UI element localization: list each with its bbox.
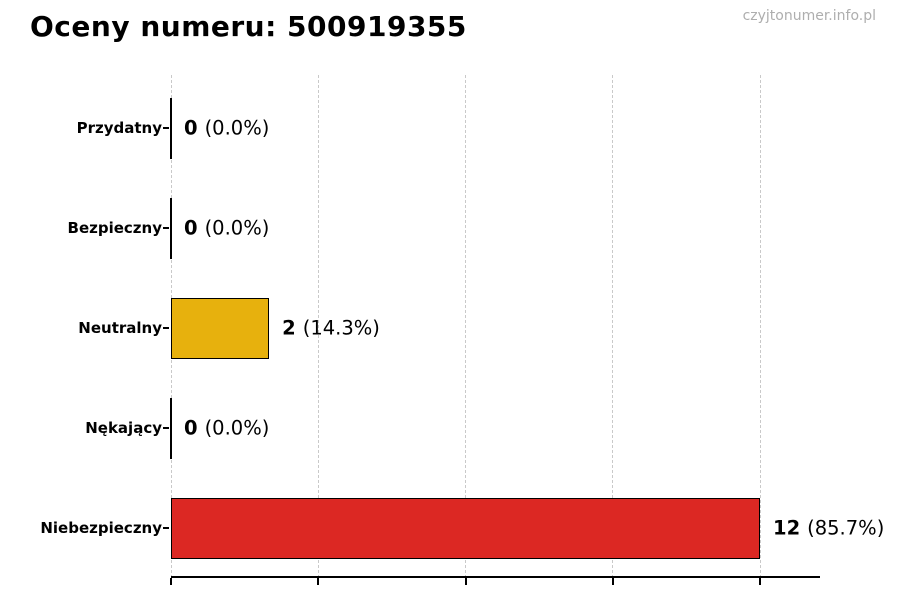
y-axis-labels: Przydatny Bezpieczny Neutralny Nękający Nieb… [0, 75, 162, 578]
y-tick [163, 127, 169, 129]
x-tick-9 [611, 578, 614, 585]
value-percent: (0.0%) [204, 416, 270, 440]
category-label: Przydatny [76, 119, 162, 137]
value-label: 0 (0.0%) [184, 117, 269, 140]
y-tick [163, 327, 169, 329]
y-tick [163, 427, 169, 429]
gridline-x-3 [317, 75, 319, 578]
x-tick-6 [464, 578, 467, 585]
zero-bar [170, 97, 173, 159]
category-label: Bezpieczny [67, 219, 162, 237]
y-tick [163, 527, 169, 529]
value-count: 12 [773, 516, 801, 540]
gridline-x-9 [612, 75, 614, 578]
x-tick-3 [317, 578, 320, 585]
value-count: 0 [184, 116, 198, 140]
zero-bar [170, 397, 173, 459]
category-label: Neutralny [78, 319, 162, 337]
plot-area: 0 (0.0%) 0 (0.0%) 2 (14.3%) 0 (0.0%) 12 (85.7%) [163, 75, 884, 585]
value-count: 0 [184, 216, 198, 240]
value-percent: (85.7%) [807, 516, 885, 540]
zero-bar [170, 197, 173, 259]
bar [171, 297, 270, 359]
y-tick [163, 227, 169, 229]
value-count: 2 [282, 316, 296, 340]
gridline-x-12 [759, 75, 761, 578]
value-label: 0 (0.0%) [184, 217, 269, 240]
value-count: 0 [184, 416, 198, 440]
category-label: Nękający [85, 419, 162, 437]
chart-title: Oceny numeru: 500919355 [30, 10, 467, 43]
watermark-text: czyjtonumer.info.pl [742, 8, 876, 24]
x-axis-line [171, 576, 820, 578]
x-tick-0 [170, 578, 172, 585]
bar [171, 497, 760, 559]
value-label: 0 (0.0%) [184, 417, 269, 440]
x-tick-12 [759, 578, 761, 585]
value-percent: (0.0%) [204, 216, 270, 240]
gridline-x-6 [465, 75, 466, 578]
category-label: Niebezpieczny [40, 519, 162, 537]
value-percent: (0.0%) [204, 116, 270, 140]
value-label: 2 (14.3%) [282, 317, 380, 340]
value-label: 12 (85.7%) [773, 517, 884, 540]
value-percent: (14.3%) [302, 316, 380, 340]
